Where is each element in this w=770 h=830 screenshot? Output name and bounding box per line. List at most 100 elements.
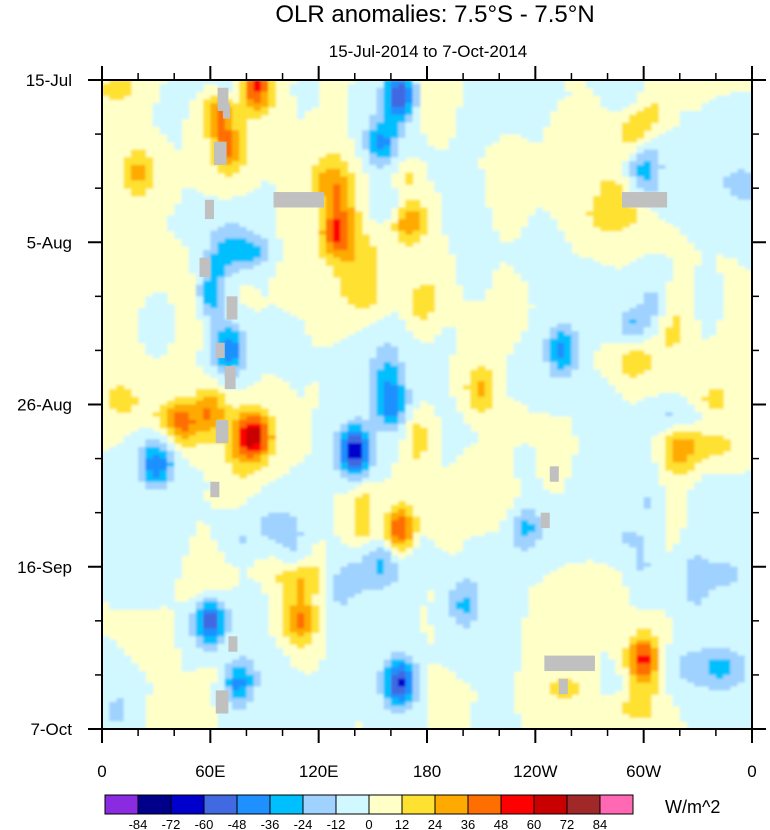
heatmap-cell — [614, 315, 623, 321]
heatmap-cell — [152, 470, 161, 475]
heatmap-cell — [340, 435, 349, 440]
heatmap-cell — [289, 315, 298, 321]
heatmap-cell — [333, 192, 341, 197]
heatmap-cell — [340, 439, 349, 444]
heatmap-cell — [167, 427, 175, 433]
heatmap-cell — [174, 458, 183, 464]
heatmap-cell — [535, 265, 544, 270]
heatmap-cell — [268, 342, 276, 348]
heatmap-cell — [513, 474, 522, 479]
heatmap-cell — [340, 350, 349, 355]
heatmap-cell — [744, 180, 752, 185]
heatmap-cell — [455, 450, 464, 456]
heatmap-cell — [715, 203, 724, 209]
heatmap-cell — [376, 466, 385, 471]
heatmap-cell — [260, 273, 269, 278]
heatmap-cell — [181, 416, 190, 421]
heatmap-cell — [340, 161, 349, 166]
heatmap-cell — [434, 157, 443, 162]
heatmap-cell — [405, 234, 414, 239]
heatmap-cell — [159, 334, 168, 340]
heatmap-cell — [167, 477, 175, 483]
heatmap-cell — [744, 203, 752, 209]
heatmap-cell — [477, 188, 486, 193]
heatmap-cell — [520, 114, 529, 120]
heatmap-cell — [210, 408, 219, 413]
heatmap-cell — [600, 188, 609, 193]
heatmap-cell — [643, 253, 652, 259]
heatmap-cell — [607, 315, 616, 321]
heatmap-cell — [528, 454, 536, 460]
heatmap-cell — [687, 137, 695, 143]
heatmap-cell — [354, 354, 363, 359]
heatmap-cell — [210, 134, 219, 139]
heatmap-cell — [174, 408, 183, 413]
heatmap-cell — [333, 443, 341, 448]
heatmap-cell — [593, 265, 601, 270]
heatmap-cell — [246, 230, 255, 236]
heatmap-cell — [369, 195, 378, 201]
heatmap-cell — [347, 400, 356, 406]
heatmap-cell — [318, 164, 327, 170]
heatmap-cell — [181, 435, 190, 440]
heatmap-cell — [715, 288, 724, 294]
heatmap-cell — [376, 365, 385, 371]
heatmap-cell — [528, 261, 536, 267]
heatmap-cell — [463, 87, 471, 93]
heatmap-cell — [145, 331, 154, 336]
heatmap-cell — [123, 439, 132, 444]
heatmap-cell — [347, 107, 356, 112]
heatmap-cell — [325, 203, 334, 209]
heatmap-cell — [694, 172, 703, 178]
heatmap-cell — [390, 161, 399, 166]
heatmap-cell — [188, 242, 197, 247]
heatmap-cell — [571, 319, 580, 324]
heatmap-cell — [195, 389, 204, 394]
heatmap-cell — [224, 292, 233, 297]
heatmap-cell — [333, 153, 341, 158]
heatmap-cell — [441, 161, 450, 166]
heatmap-cell — [484, 269, 493, 274]
heatmap-cell — [585, 269, 594, 274]
heatmap-cell — [210, 215, 219, 220]
heatmap-cell — [239, 446, 248, 452]
heatmap-cell — [318, 246, 327, 251]
heatmap-cell — [109, 80, 118, 85]
heatmap-cell — [730, 95, 739, 100]
heatmap-cell — [354, 304, 363, 309]
heatmap-cell — [390, 103, 399, 108]
heatmap-cell — [390, 323, 399, 328]
heatmap-cell — [463, 207, 471, 212]
heatmap-cell — [354, 273, 363, 278]
heatmap-cell — [614, 423, 623, 429]
heatmap-cell — [672, 323, 681, 328]
heatmap-cell — [629, 207, 638, 212]
heatmap-cell — [152, 454, 161, 460]
heatmap-cell — [333, 458, 341, 464]
heatmap-cell — [744, 238, 752, 243]
heatmap-cell — [174, 466, 183, 471]
heatmap-cell — [499, 91, 508, 97]
heatmap-cell — [217, 288, 226, 294]
heatmap-cell — [246, 95, 255, 100]
heatmap-cell — [354, 238, 363, 243]
heatmap-cell — [195, 435, 204, 440]
heatmap-cell — [585, 373, 594, 379]
heatmap-cell — [253, 416, 262, 421]
heatmap-cell — [362, 385, 370, 390]
heatmap-cell — [159, 83, 168, 89]
heatmap-cell — [362, 470, 370, 475]
heatmap-cell — [253, 373, 262, 379]
heatmap-cell — [701, 439, 710, 444]
heatmap-cell — [643, 172, 652, 178]
heatmap-cell — [737, 203, 746, 209]
heatmap-cell — [260, 446, 269, 452]
heatmap-cell — [506, 246, 515, 251]
heatmap-cell — [535, 292, 544, 297]
heatmap-cell — [636, 439, 645, 444]
heatmap-cell — [405, 358, 414, 363]
heatmap-cell — [593, 373, 601, 379]
heatmap-cell — [239, 412, 248, 417]
heatmap-cell — [333, 211, 341, 216]
heatmap-cell — [203, 234, 211, 239]
